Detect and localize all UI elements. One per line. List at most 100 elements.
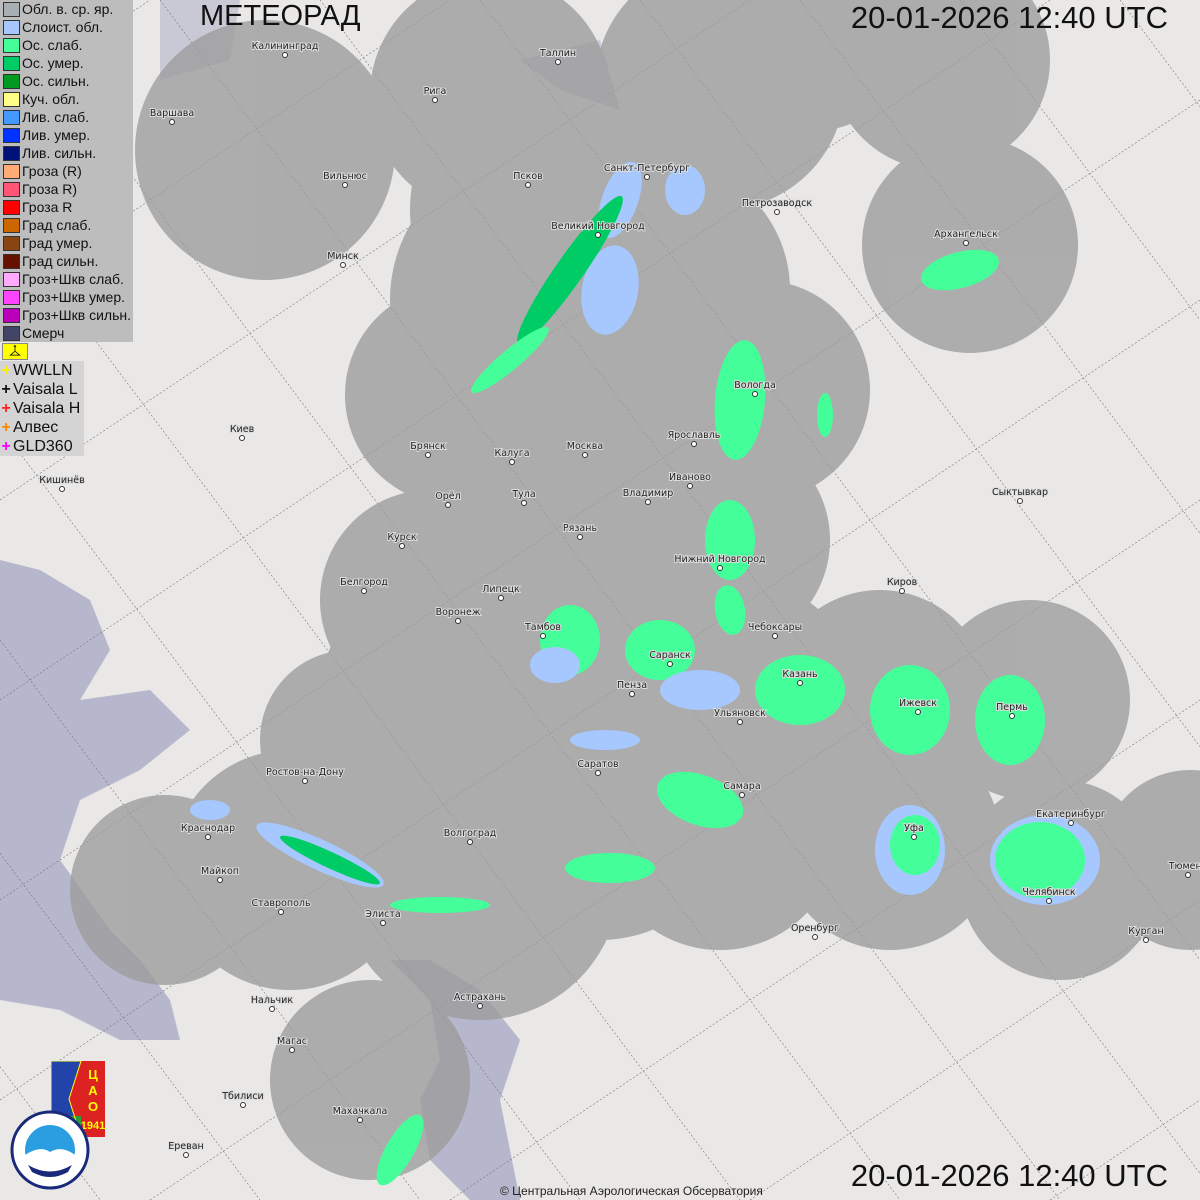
city-marker: Таллин (538, 47, 577, 65)
legend-item: Гроз+Шкв слаб. (0, 270, 133, 288)
city-marker: Киров (886, 576, 919, 594)
radar-coverage-circle (862, 137, 1078, 353)
legend-item: Слоист. обл. (0, 18, 133, 36)
city-marker: Элиста (364, 908, 402, 926)
city-label: Уфа (904, 823, 924, 834)
city-dot-icon (361, 588, 367, 594)
legend-item: Ос. слаб. (0, 36, 133, 54)
svg-text:О: О (88, 1099, 98, 1114)
black-sea (0, 560, 190, 1040)
lightning-cross-icon: + (1, 361, 11, 379)
city-marker: Ростов-на-Дону (265, 766, 345, 784)
city-marker: Краснодар (180, 822, 236, 840)
radar-coverage-circle (1100, 770, 1200, 950)
legend-item: Ос. умер. (0, 54, 133, 72)
city-dot-icon (445, 502, 451, 508)
lightning-cross-icon: + (1, 380, 11, 398)
radar-coverage-circle (600, 710, 840, 950)
precip-area (530, 647, 580, 683)
city-marker: Майкоп (200, 865, 240, 883)
city-dot-icon (498, 595, 504, 601)
city-label: Астрахань (454, 992, 507, 1003)
city-label: Белгород (340, 577, 388, 588)
city-dot-icon (169, 119, 175, 125)
city-marker: Пермь (995, 701, 1029, 719)
city-dot-icon (739, 792, 745, 798)
precip-area (570, 730, 640, 750)
city-dot-icon (582, 452, 588, 458)
city-dot-icon (217, 877, 223, 883)
meridian (0, 853, 261, 1200)
precip-area (975, 675, 1045, 765)
city-marker: Варшава (149, 107, 195, 125)
city-label: Владимир (623, 488, 674, 499)
precip-area (890, 815, 940, 875)
city-dot-icon (1046, 898, 1052, 904)
precip-area (665, 165, 705, 215)
lightning-legend-item: + WWLLN (0, 361, 80, 380)
legend-item: Лив. умер. (0, 126, 133, 144)
meridian (959, 0, 1200, 321)
city-dot-icon (540, 633, 546, 639)
city-dot-icon (797, 680, 803, 686)
city-dot-icon (302, 778, 308, 784)
city-dot-icon (425, 452, 431, 458)
city-label: Рязань (563, 523, 598, 534)
city-label: Калуга (494, 448, 529, 459)
city-label: Нальчик (251, 995, 293, 1006)
city-dot-icon (340, 262, 346, 268)
city-dot-icon (772, 633, 778, 639)
legend-swatch (3, 1, 20, 17)
precip-area (625, 620, 695, 680)
city-marker: Тбилиси (220, 1090, 265, 1108)
city-marker: Екатеринбург (1035, 808, 1107, 826)
precip-area (714, 340, 766, 460)
city-label: Псков (513, 171, 543, 182)
city-marker: Казань (781, 668, 819, 686)
city-marker: Самара (722, 780, 762, 798)
city-marker: Ереван (167, 1140, 205, 1158)
city-dot-icon (555, 59, 561, 65)
legend-item: Гроза R) (0, 180, 133, 198)
city-label: Великий Новгород (551, 221, 645, 232)
city-label: Оренбург (791, 923, 839, 934)
legend-item: Лив. сильн. (0, 144, 133, 162)
city-label: Пенза (617, 680, 647, 691)
legend-label: Гроз+Шкв умер. (22, 289, 126, 305)
legend-swatch (3, 199, 20, 215)
legend-swatch (3, 235, 20, 251)
city-marker: Орёл (434, 490, 462, 508)
city-marker: Ульяновск (713, 707, 767, 725)
legend-swatch (3, 253, 20, 269)
legend-label: Гроза (R) (22, 163, 82, 179)
city-dot-icon (282, 52, 288, 58)
city-dot-icon (289, 1047, 295, 1053)
city-dot-icon (911, 834, 917, 840)
city-dot-icon (342, 182, 348, 188)
city-marker: Липецк (481, 583, 521, 601)
legend-label: Куч. обл. (22, 91, 80, 107)
meridian (0, 639, 421, 1200)
city-dot-icon (240, 1102, 246, 1108)
legend-label: Лив. слаб. (22, 109, 90, 125)
city-label: Нижний Новгород (674, 554, 766, 565)
city-marker: Ставрополь (250, 897, 312, 915)
city-dot-icon (59, 486, 65, 492)
flag-icon[interactable]: ⯦ (2, 343, 28, 360)
city-dot-icon (269, 1006, 275, 1012)
legend-label: Ос. сильн. (22, 73, 90, 89)
city-marker: Архангельск (933, 228, 999, 246)
city-label: Сыктывкар (992, 487, 1048, 498)
lightning-legend-item: + Алвес (0, 418, 80, 437)
city-dot-icon (399, 543, 405, 549)
city-marker: Вильнюс (322, 170, 368, 188)
city-dot-icon (278, 909, 284, 915)
city-dot-icon (595, 232, 601, 238)
city-marker: Калининград (251, 40, 320, 58)
city-label: Ярославль (668, 430, 721, 441)
city-dot-icon (1017, 498, 1023, 504)
city-dot-icon (432, 97, 438, 103)
city-marker: Челябинск (1021, 886, 1077, 904)
lightning-label: WWLLN (13, 361, 73, 379)
